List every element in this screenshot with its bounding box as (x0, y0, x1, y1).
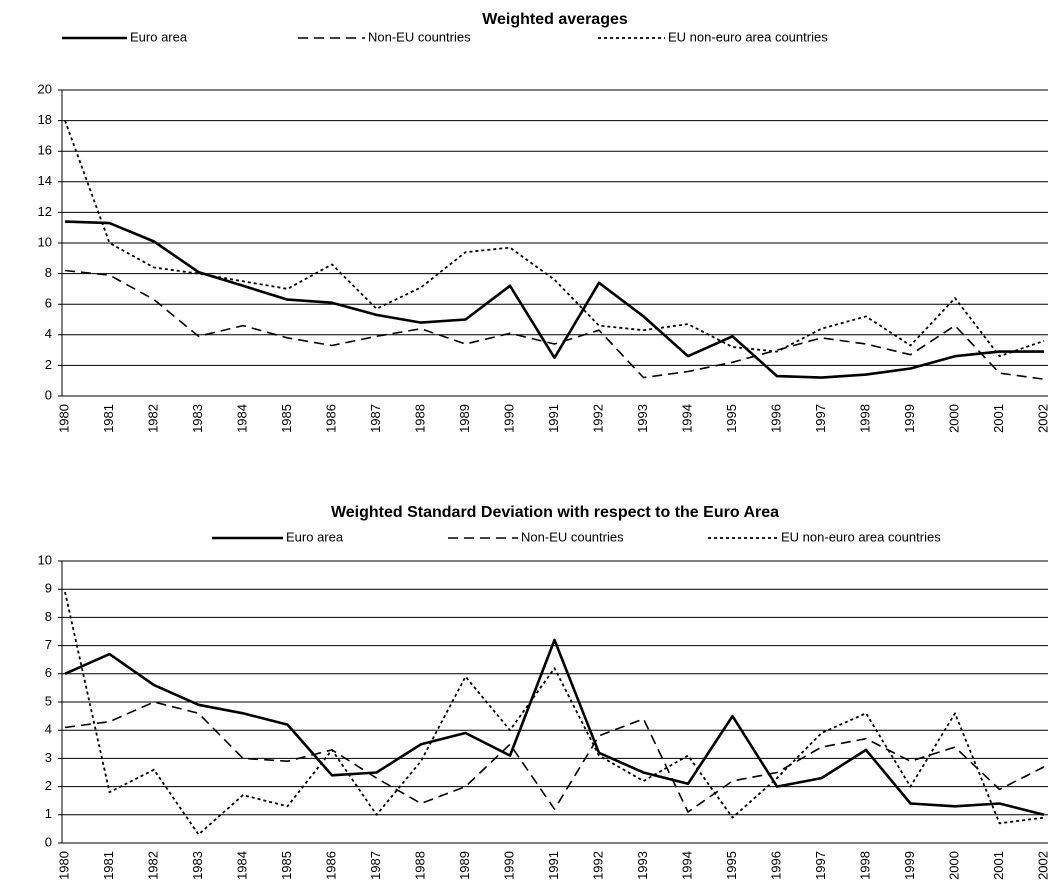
y-tick-label: 4 (45, 326, 52, 341)
x-tick-label: 1985 (279, 404, 294, 433)
x-tick-label: 1981 (101, 851, 116, 880)
y-tick-label: 16 (38, 143, 52, 158)
x-tick-label: 2001 (991, 404, 1006, 433)
x-tick-label: 1991 (546, 404, 561, 433)
x-tick-label: 1983 (190, 851, 205, 880)
legend-label: EU non-euro area countries (781, 529, 941, 544)
x-tick-label: 1996 (768, 404, 783, 433)
x-tick-label: 1984 (234, 404, 249, 433)
x-tick-label: 1987 (368, 404, 383, 433)
x-tick-label: 1990 (501, 404, 516, 433)
x-tick-label: 2002 (1035, 404, 1050, 433)
data-line (64, 120, 1045, 358)
x-tick-label: 1998 (857, 404, 872, 433)
y-tick-label: 4 (45, 722, 52, 737)
x-tick-label: 1993 (635, 404, 650, 433)
x-tick-label: 2000 (946, 851, 961, 880)
y-tick-label: 0 (45, 387, 52, 402)
x-tick-label: 1997 (813, 404, 828, 433)
x-tick-label: 1998 (857, 851, 872, 880)
y-tick-label: 10 (38, 552, 52, 567)
x-tick-label: 1989 (457, 404, 472, 433)
data-line (64, 638, 1045, 817)
x-tick-label: 1995 (724, 404, 739, 433)
x-tick-label: 1982 (145, 851, 160, 880)
x-tick-label: 1984 (234, 851, 249, 880)
chart-title: Weighted averages (482, 11, 628, 28)
y-tick-label: 9 (45, 581, 52, 596)
x-tick-label: 1986 (323, 404, 338, 433)
x-tick-label: 1986 (323, 851, 338, 880)
x-tick-label: 1980 (56, 404, 71, 433)
x-tick-label: 1989 (457, 851, 472, 880)
data-line (64, 269, 1045, 380)
legend-label: EU non-euro area countries (668, 29, 828, 44)
x-tick-label: 1992 (590, 404, 605, 433)
x-tick-label: 1996 (768, 851, 783, 880)
x-tick-label: 1988 (412, 851, 427, 880)
data-line (64, 220, 1044, 379)
x-tick-label: 1993 (635, 851, 650, 880)
y-tick-label: 2 (45, 357, 52, 372)
x-tick-label: 1980 (56, 851, 71, 880)
y-tick-label: 6 (45, 296, 52, 311)
x-tick-label: 2002 (1035, 851, 1050, 880)
y-tick-label: 6 (45, 665, 52, 680)
x-tick-label: 2001 (991, 851, 1006, 880)
x-tick-label: 1987 (368, 851, 383, 880)
legend-label: Euro area (130, 29, 188, 44)
x-tick-label: 2000 (946, 404, 961, 433)
x-tick-label: 1982 (145, 404, 160, 433)
y-tick-label: 3 (45, 750, 52, 765)
y-tick-label: 2 (45, 778, 52, 793)
x-tick-label: 1983 (190, 404, 205, 433)
x-tick-label: 1999 (902, 851, 917, 880)
y-tick-label: 8 (45, 609, 52, 624)
y-tick-label: 18 (38, 112, 52, 127)
x-tick-label: 1991 (546, 851, 561, 880)
x-tick-label: 1994 (679, 851, 694, 880)
data-line (64, 701, 1045, 813)
y-tick-label: 1 (45, 806, 52, 821)
y-tick-label: 8 (45, 265, 52, 280)
x-tick-label: 1985 (279, 851, 294, 880)
x-tick-label: 1992 (590, 851, 605, 880)
legend-label: Euro area (286, 529, 344, 544)
x-tick-label: 1990 (501, 851, 516, 880)
chart-title: Weighted Standard Deviation with respect… (331, 504, 779, 521)
y-tick-label: 5 (45, 693, 52, 708)
x-tick-label: 1997 (813, 851, 828, 880)
legend-label: Non-EU countries (368, 29, 471, 44)
y-tick-label: 10 (38, 234, 52, 249)
x-tick-label: 1994 (679, 404, 694, 433)
y-tick-label: 0 (45, 834, 52, 849)
data-line (64, 591, 1045, 836)
x-tick-label: 1981 (101, 404, 116, 433)
x-tick-label: 1988 (412, 404, 427, 433)
x-tick-label: 1995 (724, 851, 739, 880)
legend-label: Non-EU countries (521, 529, 624, 544)
y-tick-label: 12 (38, 204, 52, 219)
y-tick-label: 7 (45, 637, 52, 652)
y-tick-label: 20 (38, 81, 52, 96)
x-tick-label: 1999 (902, 404, 917, 433)
y-tick-label: 14 (38, 173, 52, 188)
